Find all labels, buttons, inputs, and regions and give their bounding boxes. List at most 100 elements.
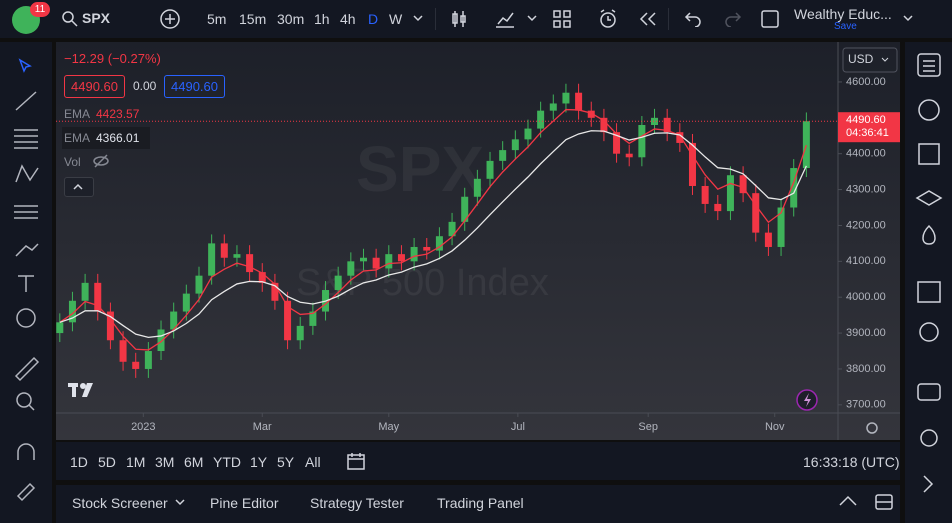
range-button[interactable]: 1M <box>126 454 146 470</box>
pattern-tool[interactable] <box>15 164 39 183</box>
candle-body <box>448 221 456 237</box>
panel-tab[interactable]: Trading Panel <box>437 495 524 511</box>
interval[interactable]: 15m <box>239 11 267 27</box>
range-button[interactable]: 1D <box>70 454 88 470</box>
data-window[interactable] <box>915 190 943 206</box>
range-button[interactable]: 5Y <box>277 454 295 470</box>
interval[interactable]: 1h <box>314 11 330 27</box>
hotlist[interactable] <box>922 224 936 245</box>
interval[interactable]: 30m <box>277 11 305 27</box>
candle-body <box>790 168 798 208</box>
layouts[interactable] <box>552 9 572 29</box>
price-tick-label: 4000.00 <box>846 291 886 303</box>
panel-tab[interactable]: Strategy Tester <box>310 495 404 511</box>
panel-layout[interactable] <box>875 494 893 510</box>
panel-tab[interactable]: Pine Editor <box>210 495 279 511</box>
candle-body <box>119 340 127 362</box>
text-tool[interactable] <box>18 275 34 292</box>
ideas[interactable] <box>919 322 939 342</box>
symbol[interactable]: SPX <box>82 10 111 26</box>
indicators-menu[interactable] <box>527 15 537 23</box>
expand[interactable] <box>923 475 934 493</box>
calendar[interactable] <box>917 281 941 303</box>
indicators[interactable] <box>494 9 516 29</box>
range-button[interactable]: 3M <box>155 454 175 470</box>
ema-line <box>59 130 807 339</box>
ema-1-label[interactable]: EMA <box>64 107 91 121</box>
range-button[interactable]: 1Y <box>250 454 268 470</box>
screener-menu[interactable] <box>175 499 185 507</box>
candle-body <box>537 110 545 129</box>
settings[interactable] <box>866 422 878 434</box>
clock[interactable]: 16:33:18 (UTC) <box>803 454 900 470</box>
price-tick-label: 4300.00 <box>846 183 886 195</box>
ema-2-label[interactable]: EMA <box>64 131 91 145</box>
alerts[interactable] <box>918 99 940 121</box>
currency[interactable]: USD <box>848 52 874 66</box>
candle-body <box>347 261 355 276</box>
maximize-panel[interactable] <box>838 495 858 507</box>
candle-body <box>461 196 469 222</box>
trend-line-tool[interactable] <box>15 91 37 111</box>
range-button[interactable]: All <box>305 454 321 470</box>
volume-label[interactable]: Vol <box>64 155 81 169</box>
range-button[interactable]: 5D <box>98 454 116 470</box>
buy-price[interactable]: 4490.60 <box>164 75 225 98</box>
time-tick-label: Nov <box>765 421 785 433</box>
price-tick-label: 3900.00 <box>846 327 886 339</box>
cursor-tool[interactable] <box>18 58 32 73</box>
replay[interactable] <box>638 11 658 27</box>
interval[interactable]: W <box>389 11 403 27</box>
candle-body <box>271 282 279 301</box>
panel-tab[interactable]: Stock Screener <box>72 495 168 511</box>
search-icon[interactable] <box>62 11 78 27</box>
projection-tool[interactable] <box>14 205 38 219</box>
go-to-date[interactable] <box>346 451 366 471</box>
add-symbol[interactable] <box>160 9 180 29</box>
brush-tool[interactable] <box>15 243 39 257</box>
range-button[interactable]: 6M <box>184 454 204 470</box>
range-button[interactable]: YTD <box>213 454 241 470</box>
magnet-tool[interactable] <box>17 443 35 460</box>
chart-type[interactable] <box>450 9 468 29</box>
interval[interactable]: 5m <box>207 11 227 27</box>
layout-name[interactable]: Wealthy Educ... <box>794 6 892 22</box>
candle-body <box>600 117 608 133</box>
divider <box>668 8 669 30</box>
candle-body <box>334 275 342 291</box>
news[interactable] <box>918 143 940 165</box>
candle-body <box>714 203 722 212</box>
fullscreen[interactable] <box>761 10 779 28</box>
interval[interactable]: D <box>368 11 379 27</box>
save-button[interactable]: Save <box>834 21 857 32</box>
interval-menu[interactable] <box>413 15 423 23</box>
candle-body <box>410 246 418 262</box>
candle-body <box>182 293 190 312</box>
divider <box>435 8 436 30</box>
ema-1-value: 4423.57 <box>96 107 140 121</box>
sell-price[interactable]: 4490.60 <box>64 75 125 98</box>
zoom-tool[interactable] <box>16 392 32 408</box>
redo[interactable] <box>724 11 742 27</box>
currency-box[interactable] <box>842 47 898 73</box>
measure-tool[interactable] <box>14 356 40 382</box>
chats[interactable] <box>917 383 941 401</box>
price-tick-label: 4400.00 <box>846 148 886 160</box>
watchlist[interactable] <box>917 53 941 77</box>
currency-menu[interactable] <box>881 57 889 62</box>
interval[interactable]: 4h <box>340 11 356 27</box>
candle-body <box>435 236 443 251</box>
streams[interactable] <box>920 429 938 447</box>
layout-menu[interactable] <box>903 15 913 23</box>
lock-tool[interactable] <box>16 482 36 502</box>
candle-body <box>638 125 646 158</box>
volume-hidden-icon[interactable] <box>92 154 110 168</box>
candle-body <box>777 207 785 247</box>
fib-tool[interactable] <box>14 129 38 149</box>
lightning-icon <box>804 393 811 407</box>
emoji-tool[interactable] <box>16 308 36 328</box>
candle-body <box>423 246 431 251</box>
alert[interactable] <box>598 8 620 30</box>
undo[interactable] <box>684 11 702 27</box>
candle-body <box>524 128 532 140</box>
